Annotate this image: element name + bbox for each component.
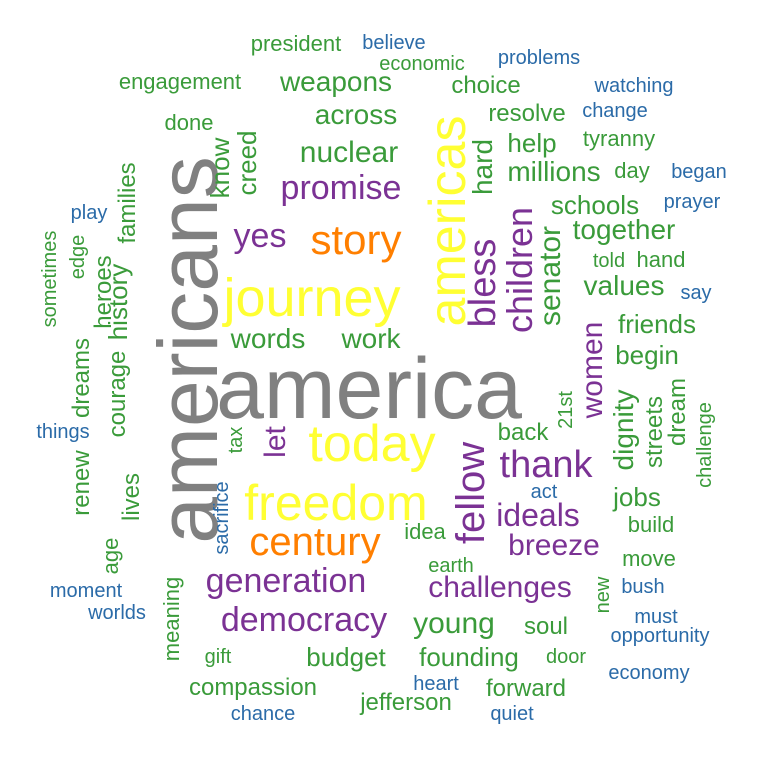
word-back: back [497, 419, 549, 446]
word-sometimes: sometimes [39, 230, 61, 328]
word-fellow: fellow [449, 441, 493, 545]
word-idea: idea [404, 519, 446, 544]
word-prayer: prayer [663, 191, 721, 213]
word-freedom: freedom [244, 475, 428, 531]
word-say: say [680, 282, 712, 304]
word-dream: dream [664, 377, 691, 447]
word-work: work [341, 323, 401, 354]
word-compassion: compassion [188, 674, 318, 701]
word-friends: friends [617, 309, 697, 339]
word-opportunity: opportunity [610, 625, 710, 647]
word-democracy: democracy [220, 601, 388, 639]
word-story: story [310, 216, 402, 263]
word-words: words [230, 323, 306, 354]
word-age: age [98, 537, 123, 575]
word-economic: economic [379, 53, 465, 75]
word-challenge: challenge [694, 402, 716, 488]
word-engagement: engagement [118, 69, 242, 94]
word-hand: hand [636, 247, 686, 272]
word-dreams: dreams [68, 337, 95, 419]
word-thank: thank [499, 444, 593, 486]
word-play: play [70, 202, 108, 224]
word-senator: senator [534, 225, 567, 327]
word-children: children [499, 206, 540, 334]
word-meaning: meaning [159, 576, 184, 662]
word-done: done [164, 110, 214, 135]
word-moment: moment [49, 580, 123, 602]
word-worlds: worlds [88, 602, 146, 624]
word-build: build [627, 512, 675, 537]
word-choice: choice [451, 72, 521, 99]
word-ideals: ideals [496, 497, 580, 533]
word-economy: economy [608, 662, 690, 684]
word-resolve: resolve [488, 100, 566, 127]
word-watching: watching [594, 75, 674, 97]
word-act: act [530, 481, 558, 503]
word-door: door [545, 646, 587, 668]
word-begin: begin [615, 340, 679, 370]
word-yes: yes [233, 217, 287, 255]
word-move: move [622, 546, 676, 571]
word-jobs: jobs [613, 482, 661, 512]
word-renew: renew [68, 450, 95, 516]
word-help: help [507, 128, 557, 158]
word-hard: hard [467, 138, 498, 196]
word-millions: millions [507, 156, 601, 187]
word-told: told [592, 250, 626, 272]
word-journey: journey [223, 268, 401, 328]
word-earth: earth [428, 555, 474, 577]
word-today: today [308, 415, 436, 473]
word-believe: believe [362, 32, 426, 54]
word-families: families [114, 162, 141, 244]
word-together: together [572, 214, 676, 245]
word-new: new [592, 576, 614, 614]
word-breeze: breeze [508, 529, 600, 562]
word-change: change [582, 100, 648, 122]
word-bush: bush [621, 576, 665, 598]
word-day: day [614, 158, 650, 183]
word-schools: schools [550, 190, 640, 220]
word-generation: generation [205, 562, 367, 600]
word-gift: gift [204, 646, 232, 668]
word-jefferson: jefferson [360, 689, 452, 716]
word-must: must [634, 606, 678, 628]
word-women: women [576, 321, 609, 419]
word-heart: heart [413, 673, 459, 695]
word-weapons: weapons [279, 66, 393, 97]
word-creed: creed [232, 130, 262, 196]
word-promise: promise [280, 169, 402, 207]
word-lives: lives [118, 472, 145, 522]
word-dignity: dignity [608, 389, 639, 471]
word-bless: bless [462, 238, 504, 328]
word-tyranny: tyranny [582, 126, 656, 151]
word-things: things [36, 421, 90, 443]
word-soul: soul [523, 613, 569, 640]
word-let: let [259, 426, 292, 458]
word-chance: chance [230, 703, 296, 725]
word-century: century [249, 520, 381, 564]
word-tax: tax [225, 426, 247, 454]
word-nuclear: nuclear [299, 136, 399, 169]
word-values: values [583, 270, 665, 301]
word-problems: problems [497, 47, 581, 69]
word-forward: forward [485, 675, 567, 702]
word-know: know [205, 137, 235, 199]
word-founding: founding [419, 642, 519, 672]
word-america: america [216, 341, 522, 437]
word-challenges: challenges [428, 571, 572, 604]
word-courage: courage [104, 350, 131, 438]
word-heroes: heroes [90, 255, 117, 329]
word-young: young [413, 607, 495, 640]
word-quiet: quiet [490, 703, 534, 725]
word-21st: 21st [555, 391, 577, 429]
word-sacrifice: sacrifice [211, 481, 233, 555]
word-edge: edge [67, 234, 89, 280]
word-budget: budget [306, 642, 386, 672]
word-president: president [250, 31, 342, 56]
word-across: across [314, 99, 398, 130]
word-began: began [671, 161, 727, 183]
